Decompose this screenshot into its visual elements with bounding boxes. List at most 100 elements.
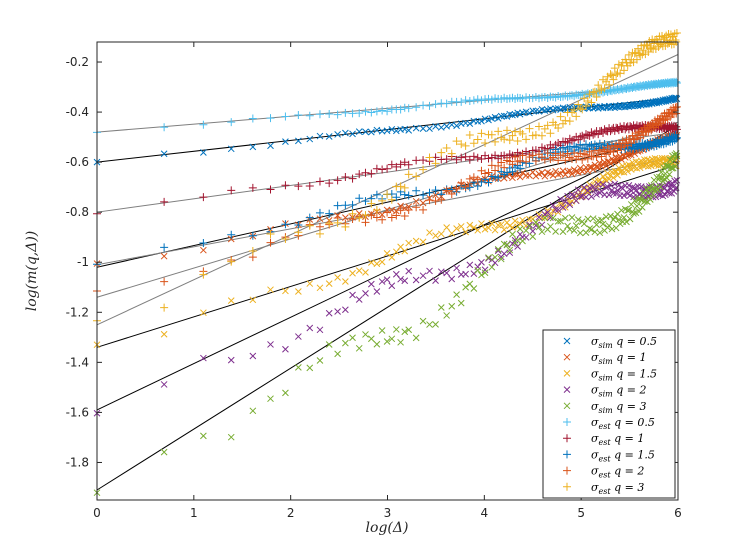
data-point — [511, 152, 520, 161]
data-point — [566, 201, 574, 209]
data-point — [295, 364, 302, 371]
data-point — [543, 149, 552, 158]
data-point — [605, 175, 613, 183]
data-point — [378, 327, 386, 334]
data-point — [443, 312, 451, 319]
data-point — [401, 277, 409, 285]
data-point — [404, 191, 413, 200]
data-point — [500, 163, 509, 172]
data-point — [342, 129, 349, 137]
data-point — [383, 107, 392, 116]
data-point — [249, 143, 257, 151]
data-point — [596, 229, 604, 237]
data-point — [549, 172, 557, 179]
data-point — [200, 149, 207, 156]
data-point — [305, 213, 314, 222]
data-point — [623, 218, 630, 226]
data-point — [497, 158, 506, 167]
data-point — [316, 284, 324, 292]
axes: 0 1 2 3 4 5 6 -1.8 -1.6 -1.4 -1.2 -1 -0.8 -0.6 -0.4 -0.… — [66, 41, 682, 520]
legend-marker — [563, 402, 571, 410]
data-point — [519, 216, 526, 224]
data-point — [405, 127, 413, 134]
series-5 — [93, 77, 681, 137]
data-point — [637, 183, 645, 191]
data-point — [477, 155, 486, 164]
data-point — [383, 338, 391, 345]
data-point — [361, 211, 370, 220]
data-point — [367, 199, 376, 208]
data-point — [478, 271, 485, 279]
data-point — [348, 200, 357, 209]
data-point — [248, 183, 257, 192]
data-point — [481, 266, 489, 274]
data-point — [500, 226, 508, 234]
data-point — [672, 102, 681, 111]
data-point — [568, 191, 576, 198]
data-point — [431, 100, 440, 109]
data-point — [412, 276, 420, 284]
data-point — [597, 152, 606, 161]
legend-entry: σest q = 2 — [591, 465, 644, 480]
data-point — [491, 166, 500, 175]
data-point — [419, 238, 427, 246]
data-point — [248, 231, 257, 240]
legend-entry: σsim q = 2 — [591, 384, 647, 399]
data-point — [516, 156, 525, 165]
data-point — [574, 100, 583, 109]
data-point — [432, 321, 439, 328]
data-point — [388, 282, 396, 290]
data-point — [478, 220, 485, 227]
data-point — [559, 228, 567, 235]
data-point — [607, 212, 614, 220]
data-point — [199, 238, 208, 247]
data-point — [567, 136, 576, 145]
data-point — [557, 217, 564, 225]
data-point — [342, 339, 349, 347]
x-tick-label: 6 — [674, 506, 682, 520]
data-point — [672, 133, 681, 142]
data-point — [383, 250, 391, 257]
data-point — [452, 155, 461, 164]
data-point — [610, 64, 619, 73]
data-point — [227, 118, 236, 127]
data-point — [655, 162, 662, 169]
data-point — [599, 220, 607, 228]
legend-marker — [563, 434, 571, 443]
legend-entry: σsim q = 1 — [591, 351, 647, 366]
data-point — [266, 114, 275, 123]
data-point — [227, 230, 236, 239]
x-tick-label: 0 — [93, 506, 101, 520]
data-point — [448, 302, 456, 310]
data-point — [591, 186, 599, 194]
data-point — [462, 283, 469, 291]
data-point — [200, 309, 207, 317]
data-point — [334, 131, 341, 138]
data-point — [516, 220, 524, 228]
legend-marker — [563, 450, 571, 459]
data-point — [227, 356, 235, 364]
data-point — [598, 216, 605, 224]
data-point — [522, 157, 531, 166]
data-point — [465, 155, 474, 164]
data-point — [609, 75, 618, 84]
data-point — [487, 130, 496, 139]
data-point — [535, 213, 543, 221]
data-point — [578, 192, 586, 200]
data-point — [397, 275, 404, 283]
data-point — [160, 197, 169, 206]
data-point — [600, 84, 609, 93]
data-point — [378, 196, 387, 205]
data-point — [373, 288, 381, 295]
y-tick-label: -0.2 — [66, 55, 89, 69]
data-point — [160, 123, 169, 132]
data-point — [367, 259, 375, 266]
data-point — [570, 227, 578, 234]
data-point — [295, 137, 302, 145]
data-point — [294, 111, 303, 120]
data-point — [547, 222, 554, 230]
data-point — [333, 110, 342, 119]
data-point — [372, 107, 381, 116]
data-point — [447, 190, 456, 199]
data-point — [491, 137, 500, 146]
